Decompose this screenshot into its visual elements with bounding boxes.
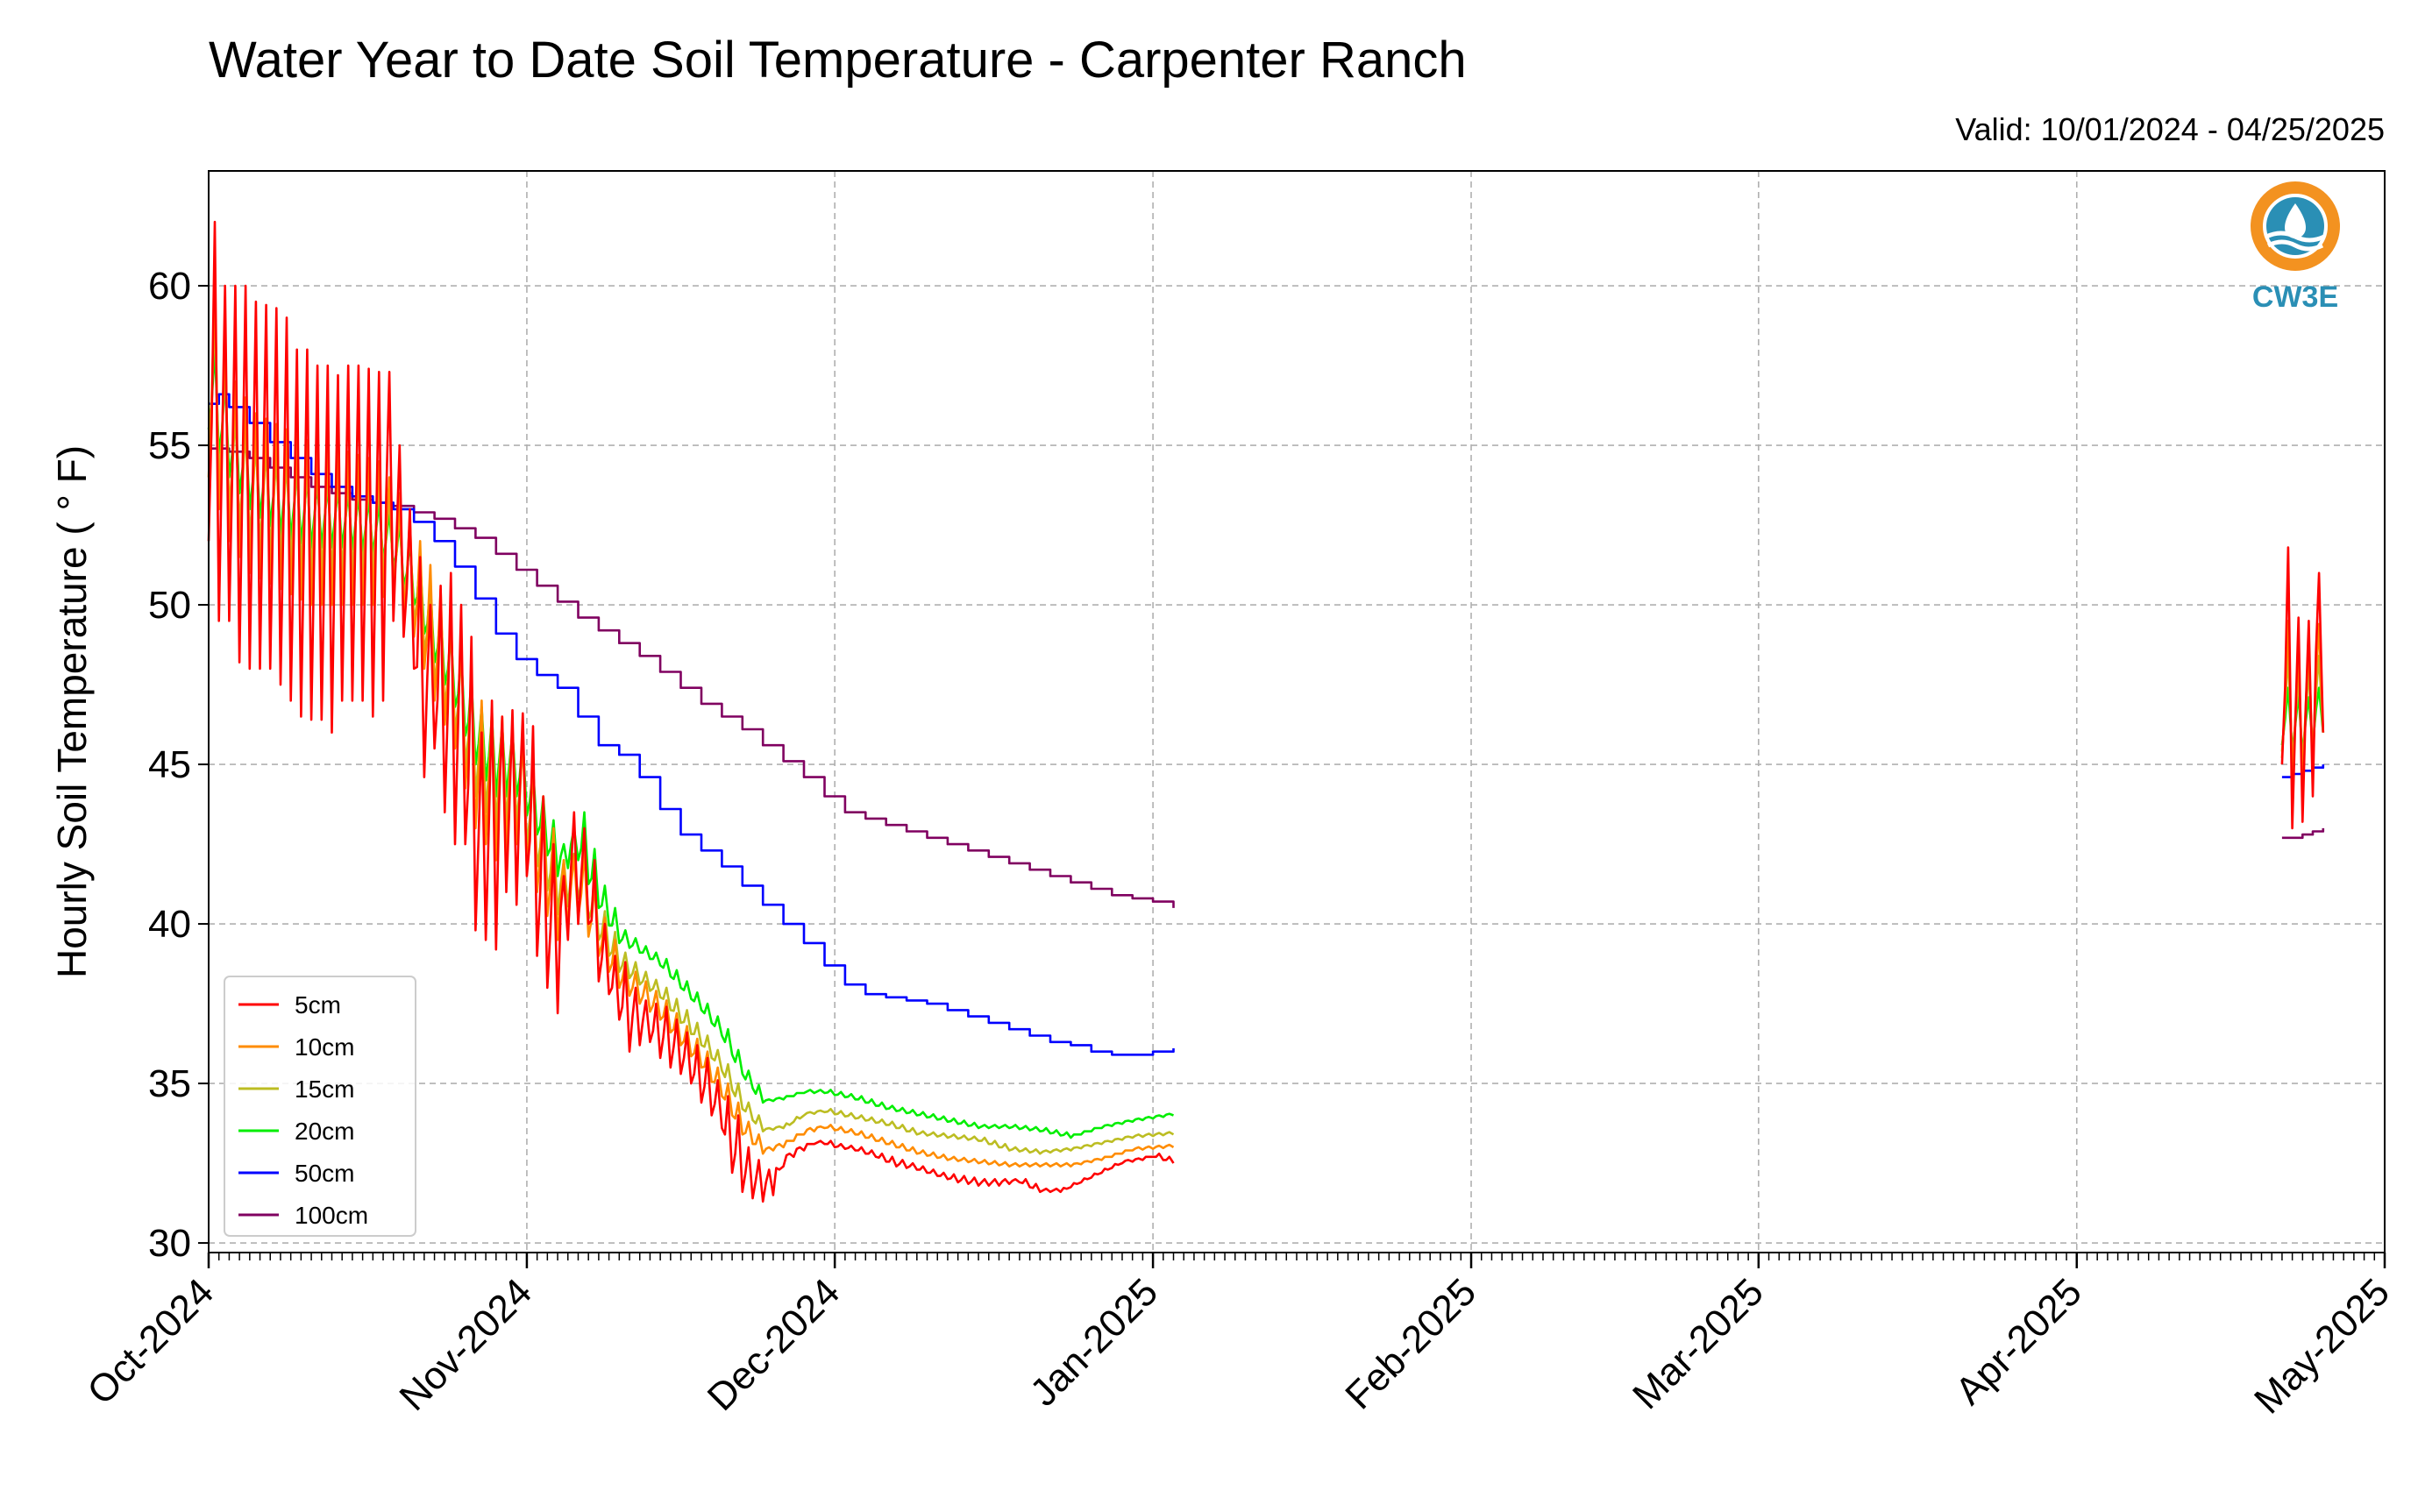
y-tick-label: 30: [148, 1222, 191, 1265]
x-tick-label: Feb-2025: [1337, 1270, 1484, 1417]
x-tick-label: Dec-2024: [700, 1270, 849, 1419]
x-tick-label: Nov-2024: [391, 1270, 540, 1419]
y-tick-label: 45: [148, 743, 191, 786]
y-tick-label: 50: [148, 584, 191, 627]
x-tick-label: May-2025: [2246, 1270, 2398, 1422]
series-line-5cm: [207, 220, 2325, 1203]
y-tick-label: 35: [148, 1062, 191, 1105]
legend-box: [224, 976, 416, 1237]
legend-label: 10cm: [295, 1033, 354, 1061]
logo-text: CW3E: [2252, 280, 2338, 314]
series-line-20cm: [207, 348, 2325, 1139]
axis-ticks: 30 35 40 45 50 55 60 Oct-2024 Nov-2024 Dec-2024 Ja…: [79, 265, 2398, 1422]
series-line-15cm: [207, 316, 2325, 1155]
y-tick-label: 40: [148, 903, 191, 946]
series-layer: [207, 220, 2325, 1203]
valid-range-label: Valid: 10/01/2024 - 04/25/2025: [1955, 111, 2385, 147]
plot-frame: [208, 170, 2386, 1253]
x-tick-label: Mar-2025: [1625, 1270, 1772, 1417]
legend-label: 20cm: [295, 1118, 354, 1145]
legend-label: 100cm: [295, 1202, 368, 1229]
series-line-50cm: [209, 393, 2325, 1056]
legend: 5cm 10cm 15cm 20cm 50cm 100cm: [224, 976, 416, 1237]
x-tick-label: Oct-2024: [79, 1270, 222, 1413]
logo-drop-icon: [2285, 203, 2306, 238]
chart-title: Water Year to Date Soil Temperature - Ca…: [209, 32, 1467, 89]
legend-label: 5cm: [295, 991, 341, 1019]
y-axis-label: Hourly Soil Temperature ( ° F): [49, 445, 95, 978]
logo-ring: [2251, 181, 2340, 271]
grid: [208, 171, 2386, 1253]
legend-label: 50cm: [295, 1160, 354, 1187]
y-tick-label: 60: [148, 265, 191, 308]
y-tick-label: 55: [148, 424, 191, 467]
cw3e-logo: CW3E: [2251, 181, 2340, 314]
series-line-10cm: [207, 284, 2325, 1168]
x-tick-label: Apr-2025: [1947, 1270, 2090, 1413]
x-tick-label: Jan-2025: [1022, 1270, 1166, 1414]
legend-label: 15cm: [295, 1075, 354, 1103]
